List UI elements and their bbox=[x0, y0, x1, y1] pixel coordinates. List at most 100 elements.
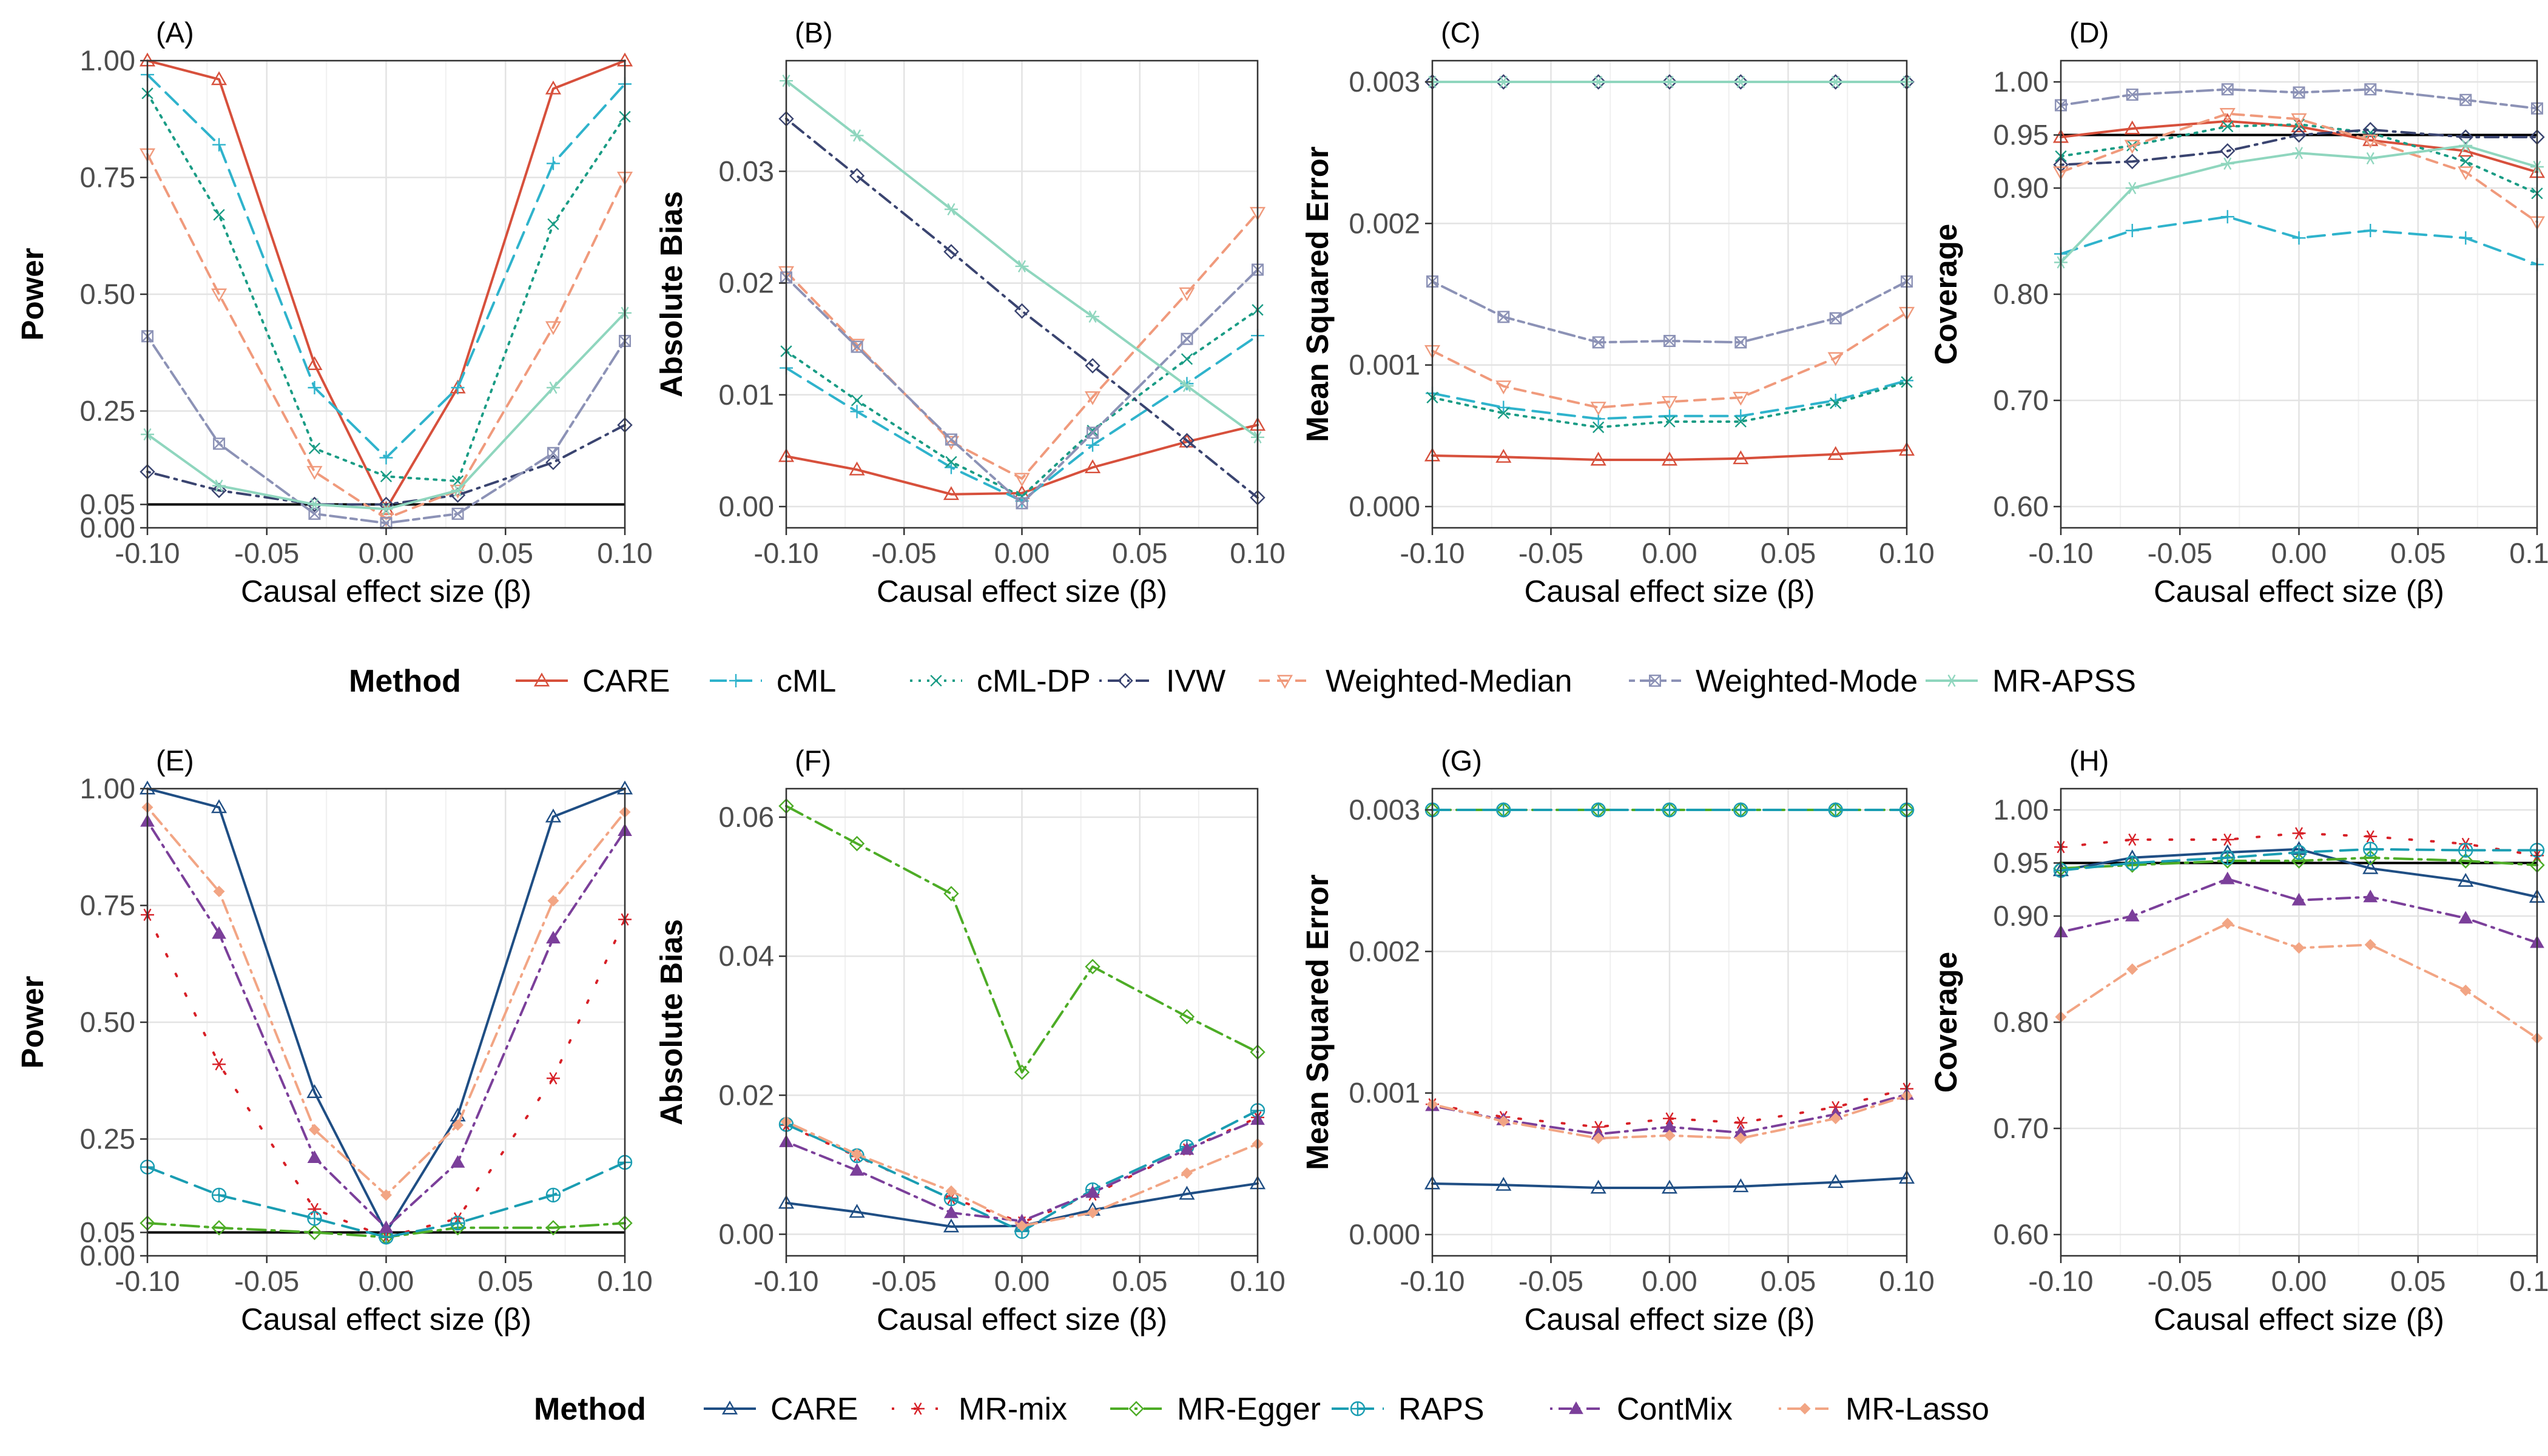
data-point bbox=[1734, 336, 1747, 349]
data-point bbox=[211, 1220, 227, 1236]
data-point bbox=[1590, 1179, 1606, 1194]
data-point bbox=[2222, 917, 2234, 929]
legend-key-marker bbox=[1945, 674, 1958, 687]
panel-D: -0.10 -0.05 0.00 0.05 0.10 0.60 0.70 0.80 0.90 0.… bbox=[1929, 16, 2548, 608]
y-tick-label: 0.75 bbox=[80, 161, 135, 194]
data-point bbox=[1733, 391, 1749, 406]
legend-key-marker bbox=[729, 674, 743, 687]
panel-F: -0.10 -0.05 0.00 0.05 0.10 0.00 0.02 0.04 0.06 (F… bbox=[654, 744, 1286, 1336]
data-point bbox=[1734, 409, 1748, 423]
y-axis-title: Absolute Bias bbox=[654, 191, 689, 397]
y-tick-label: 0.25 bbox=[80, 395, 135, 427]
legend-key-marker bbox=[1128, 1401, 1144, 1417]
data-point bbox=[1179, 287, 1195, 302]
data-point bbox=[1181, 332, 1193, 345]
y-tick-label: 0.06 bbox=[719, 801, 774, 833]
y-axis-title: Power bbox=[15, 976, 50, 1068]
data-point bbox=[379, 451, 393, 465]
data-point bbox=[546, 931, 561, 944]
data-point bbox=[308, 442, 321, 454]
x-tick-label: 0.10 bbox=[2509, 1265, 2548, 1297]
x-tick-label: 0.05 bbox=[2390, 537, 2445, 569]
data-point bbox=[945, 1185, 957, 1197]
legend-title: Method bbox=[349, 664, 461, 699]
x-tick-label: -0.10 bbox=[1400, 537, 1464, 569]
data-point bbox=[545, 80, 562, 95]
y-axis-title: Coverage bbox=[1929, 224, 1963, 365]
panel-label: (G) bbox=[1441, 744, 1482, 777]
x-tick-label: -0.10 bbox=[2028, 537, 2093, 569]
y-tick-label: 0.95 bbox=[1994, 847, 2049, 879]
data-point bbox=[1828, 394, 1842, 407]
panel-H: -0.10 -0.05 0.00 0.05 0.10 0.60 0.70 0.80 0.90 0.… bbox=[1929, 744, 2548, 1336]
x-tick-label: -0.10 bbox=[753, 537, 818, 569]
x-tick-label: 0.05 bbox=[2390, 1265, 2445, 1297]
series-mr-apss bbox=[141, 306, 632, 516]
data-point bbox=[2125, 181, 2139, 195]
data-point bbox=[1085, 358, 1100, 374]
data-point bbox=[1827, 446, 1844, 460]
legend-1: Method CARE cML cML-DP IVW Weighted-Median Wei… bbox=[349, 664, 2136, 699]
legend-title: Method bbox=[534, 1392, 646, 1427]
legend-item: CARE bbox=[516, 664, 670, 699]
data-point bbox=[2291, 853, 2307, 869]
data-point bbox=[2220, 157, 2234, 170]
data-point bbox=[2459, 984, 2472, 997]
data-point bbox=[546, 1072, 560, 1085]
data-point bbox=[308, 1124, 320, 1136]
x-tick-label: 0.05 bbox=[1761, 1265, 1816, 1297]
y-tick-label: 0.000 bbox=[1349, 1218, 1420, 1250]
data-point bbox=[1734, 416, 1747, 428]
x-tick-label: 0.10 bbox=[1230, 537, 1285, 569]
x-tick-label: 0.05 bbox=[1112, 537, 1167, 569]
series-ivw bbox=[778, 111, 1266, 505]
data-point bbox=[945, 433, 957, 446]
data-point bbox=[546, 157, 560, 170]
x-tick-label: 0.00 bbox=[2271, 537, 2327, 569]
legend-key-marker bbox=[533, 672, 550, 687]
series-mr-apss bbox=[1426, 75, 1913, 89]
series-line bbox=[2060, 112, 2538, 223]
data-point bbox=[379, 1220, 394, 1233]
data-point bbox=[2125, 224, 2139, 237]
y-tick-label: 0.001 bbox=[1349, 349, 1420, 381]
data-point bbox=[1733, 450, 1749, 465]
series-cml-dp bbox=[141, 87, 631, 487]
data-point bbox=[2124, 120, 2140, 135]
data-point bbox=[2291, 118, 2307, 132]
data-point bbox=[850, 129, 864, 142]
y-tick-label: 0.70 bbox=[1994, 1112, 2049, 1144]
legend-item: cML bbox=[710, 664, 836, 699]
data-point bbox=[545, 1220, 561, 1236]
y-tick-label: 1.00 bbox=[80, 772, 135, 804]
data-point bbox=[1663, 75, 1676, 89]
data-point bbox=[1014, 303, 1030, 319]
data-point bbox=[380, 1189, 393, 1201]
data-point bbox=[1661, 1179, 1678, 1194]
data-point bbox=[1830, 397, 1842, 410]
y-axis-title: Coverage bbox=[1929, 952, 1963, 1093]
legend-key-marker bbox=[1799, 1403, 1811, 1415]
data-point bbox=[211, 288, 228, 303]
x-tick-label: 0.00 bbox=[359, 1265, 414, 1297]
data-point bbox=[850, 405, 864, 419]
data-point bbox=[849, 1163, 864, 1176]
x-tick-label: 0.05 bbox=[1761, 537, 1816, 569]
legend-key-marker bbox=[911, 1402, 925, 1415]
data-point bbox=[1181, 353, 1193, 365]
data-point bbox=[849, 339, 865, 353]
data-point bbox=[2458, 872, 2474, 887]
data-point bbox=[1591, 75, 1605, 89]
series-line bbox=[785, 211, 1259, 480]
legend-key-marker bbox=[1649, 675, 1661, 687]
legend-label: IVW bbox=[1166, 664, 1225, 699]
data-point bbox=[2362, 850, 2378, 866]
series-line bbox=[785, 117, 1259, 499]
data-point bbox=[306, 466, 323, 480]
data-point bbox=[2291, 892, 2307, 906]
data-point bbox=[2458, 843, 2473, 858]
x-tick-label: 0.00 bbox=[994, 1265, 1050, 1297]
x-tick-label: -0.05 bbox=[872, 537, 937, 569]
data-point bbox=[212, 1058, 226, 1071]
